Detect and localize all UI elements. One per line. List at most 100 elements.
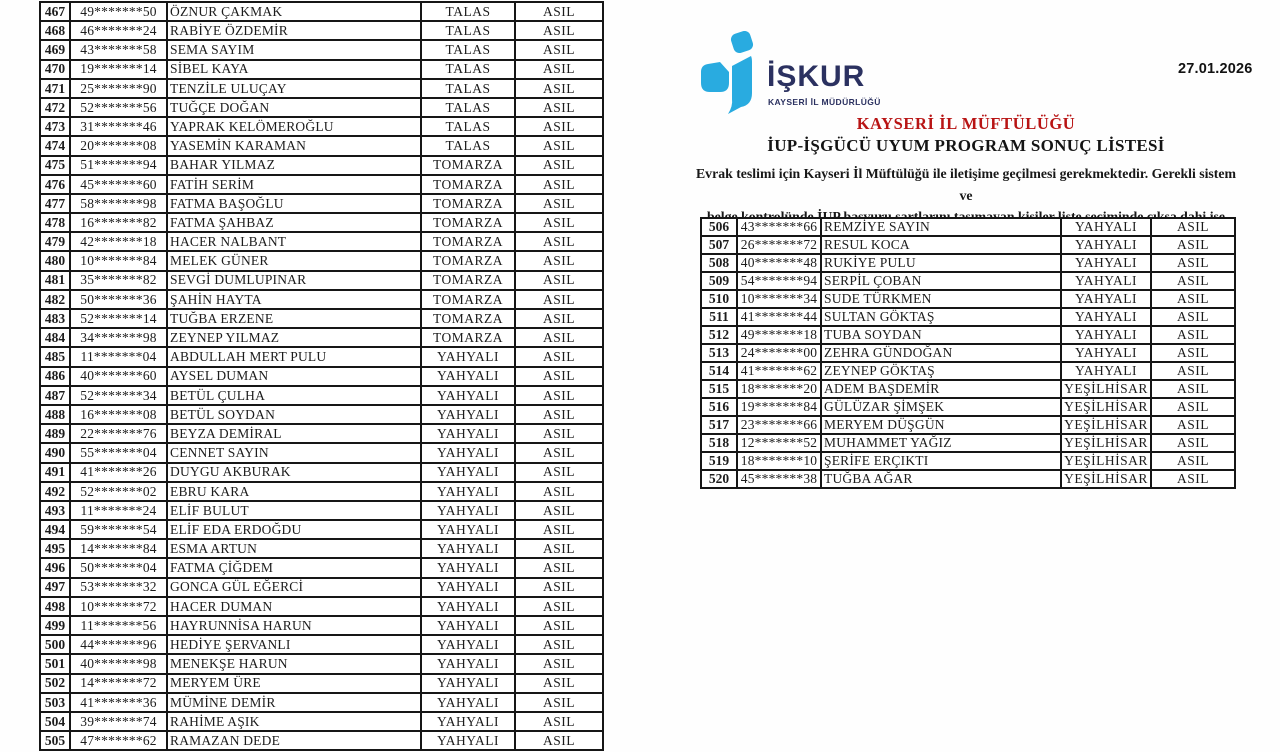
status-cell: ASIL [514,595,604,618]
rank-cell: 498 [39,595,71,618]
rank-cell: 518 [700,433,738,453]
rank-cell: 479 [39,231,71,253]
status-cell: ASIL [514,672,604,694]
name-cell: SEVGİ DUMLUPINAR [166,269,422,291]
table-row: 472 52*******56 TUĞÇE DOĞAN TALAS ASIL [39,96,604,119]
name-cell: BEYZA DEMİRAL [166,423,422,445]
district-cell: YAHYALI [420,710,516,733]
rank-cell: 485 [39,346,71,368]
id-cell: 52*******56 [69,96,168,119]
table-row: 499 11*******56 HAYRUNNİSA HARUN YAHYALI… [39,614,604,637]
id-cell: 10*******72 [69,595,168,618]
id-cell: 40*******98 [69,653,168,675]
name-cell: RUKİYE PULU [820,253,1062,273]
table-row: 492 52*******02 EBRU KARA YAHYALI ASIL [39,480,604,502]
name-cell: MERYEM DÜŞGÜN [820,415,1062,435]
rank-cell: 513 [700,343,738,363]
district-cell: YEŞİLHİSAR [1060,433,1152,453]
notice-line: Evrak teslimi için Kayseri İl Müftülüğü … [695,166,1237,203]
table-row: 471 25*******90 TENZİLE ULUÇAY TALAS ASI… [39,77,604,99]
name-cell: ŞAHİN HAYTA [166,288,422,311]
name-cell: RABİYE ÖZDEMİR [166,20,422,42]
rank-cell: 515 [700,379,738,399]
rank-cell: 483 [39,307,71,330]
rank-cell: 492 [39,480,71,502]
table-row: 480 10*******84 MELEK GÜNER TOMARZA ASIL [39,250,604,272]
rank-cell: 481 [39,269,71,291]
district-cell: YAHYALI [420,672,516,694]
name-cell: ELİF BULUT [166,499,422,522]
table-row: 477 58*******98 FATMA BAŞOĞLU TOMARZA AS… [39,192,604,215]
id-cell: 54*******94 [736,271,822,291]
district-cell: YAHYALI [1060,325,1152,345]
table-row: 470 19*******14 SİBEL KAYA TALAS ASIL [39,58,604,80]
table-row: 482 50*******36 ŞAHİN HAYTA TOMARZA ASIL [39,288,604,311]
rank-cell: 504 [39,710,71,733]
rank-cell: 503 [39,691,71,713]
rank-cell: 499 [39,614,71,637]
name-cell: TENZİLE ULUÇAY [166,77,422,99]
applicant-table-left: 467 49*******50 ÖZNUR ÇAKMAK TALAS ASIL … [39,0,604,752]
name-cell: DUYGU AKBURAK [166,461,422,483]
id-cell: 31*******46 [69,116,168,138]
name-cell: MENEKŞE HARUN [166,653,422,675]
district-cell: TALAS [420,58,516,80]
status-cell: ASIL [1150,253,1236,273]
name-cell: TUĞBA ERZENE [166,307,422,330]
table-row: 483 52*******14 TUĞBA ERZENE TOMARZA ASI… [39,307,604,330]
table-row: 498 10*******72 HACER DUMAN YAHYALI ASIL [39,595,604,618]
rank-cell: 471 [39,77,71,99]
id-cell: 35*******82 [69,269,168,291]
status-cell: ASIL [514,346,604,368]
rank-cell: 519 [700,451,738,471]
table-row: 504 39*******74 RAHİME AŞIK YAHYALI ASIL [39,710,604,733]
name-cell: ADEM BAŞDEMİR [820,379,1062,399]
name-cell: ZEYNEP GÖKTAŞ [820,361,1062,381]
district-cell: YAHYALI [420,423,516,445]
status-cell: ASIL [514,423,604,445]
org-title: KAYSERİ İL MÜFTÜLÜĞÜ [856,114,1076,133]
rank-cell: 512 [700,325,738,345]
name-cell: SİBEL KAYA [166,58,422,80]
name-cell: MELEK GÜNER [166,250,422,272]
status-cell: ASIL [514,20,604,42]
id-cell: 10*******84 [69,250,168,272]
status-cell: ASIL [1150,325,1236,345]
district-cell: TALAS [420,39,516,61]
name-cell: SERPİL ÇOBAN [820,271,1062,291]
id-cell: 19*******14 [69,58,168,80]
name-cell: TUĞÇE DOĞAN [166,96,422,119]
table-row: 476 45*******60 FATİH SERİM TOMARZA ASIL [39,173,604,195]
id-cell: 53*******32 [69,576,168,598]
status-cell: ASIL [1150,469,1236,489]
list-title: İUP-İŞGÜCÜ UYUM PROGRAM SONUÇ LİSTESİ [767,136,1165,155]
table-row: 490 55*******04 CENNET SAYIN YAHYALI ASI… [39,442,604,464]
status-cell: ASIL [514,135,604,157]
status-cell: ASIL [1150,289,1236,309]
name-cell: SEMA SAYIM [166,39,422,61]
id-cell: 41*******44 [736,307,822,327]
id-cell: 52*******14 [69,307,168,330]
district-cell: YAHYALI [420,346,516,368]
rank-cell: 487 [39,384,71,406]
rank-cell: 474 [39,135,71,157]
table-row: 496 50*******04 FATMA ÇİĞDEM YAHYALI ASI… [39,557,604,579]
status-cell: ASIL [514,384,604,406]
table-row: 502 14*******72 MERYEM ÜRE YAHYALI ASIL [39,672,604,694]
status-cell: ASIL [1150,361,1236,381]
table-row: 494 59*******54 ELİF EDA ERDOĞDU YAHYALI… [39,519,604,541]
applicant-table-right: 506 43*******66 REMZİYE SAYIN YAHYALI AS… [700,217,1236,489]
rank-cell: 495 [39,538,71,560]
table-row: 497 53*******32 GONCA GÜL EĞERCİ YAHYALI… [39,576,604,598]
status-cell: ASIL [1150,433,1236,453]
rank-cell: 496 [39,557,71,579]
district-cell: YEŞİLHİSAR [1060,469,1152,489]
document-date: 27.01.2026 [1178,61,1253,77]
status-cell: ASIL [1150,379,1236,399]
rank-cell: 470 [39,58,71,80]
table-row: 507 26*******72 RESUL KOCA YAHYALI ASIL [700,235,1236,255]
status-cell: ASIL [514,250,604,272]
status-cell: ASIL [514,557,604,579]
rank-cell: 497 [39,576,71,598]
